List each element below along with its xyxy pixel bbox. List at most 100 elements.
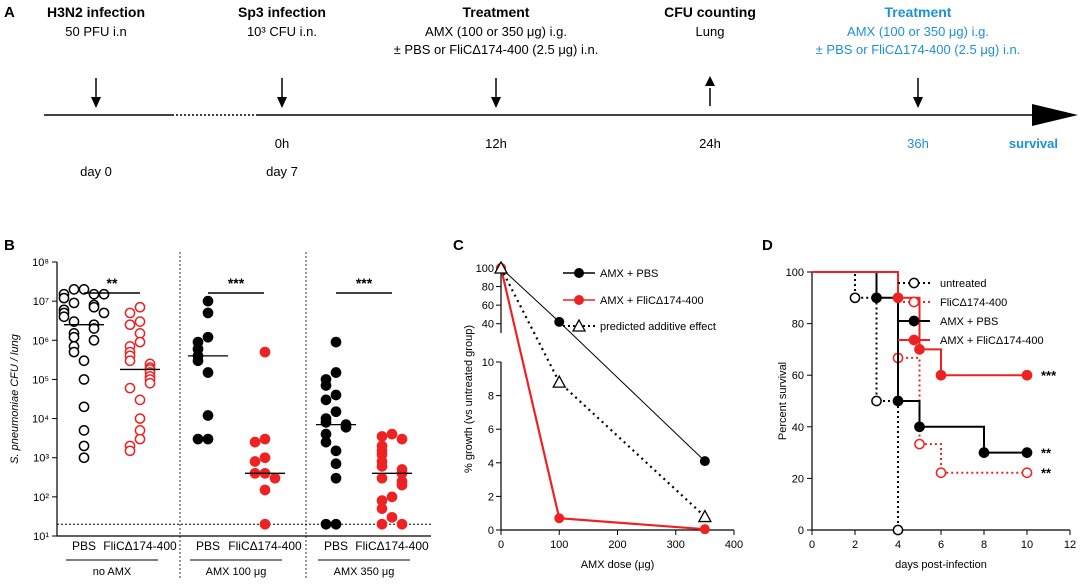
data-point — [259, 452, 271, 464]
y-tick-label: 10³ — [33, 453, 49, 465]
data-point — [978, 447, 990, 458]
data-point — [892, 395, 904, 407]
x-tick-label: 10 — [1021, 539, 1033, 551]
series-line — [500, 267, 706, 518]
data-point — [202, 307, 214, 319]
data-point — [699, 456, 710, 467]
event-detail: AMX (100 or 350 μg) i.g. — [847, 24, 989, 39]
data-point — [124, 319, 136, 331]
y-tick-label: 8 — [488, 391, 494, 403]
significance-label: ** — [1041, 446, 1052, 461]
data-point — [192, 355, 204, 367]
data-point — [1021, 369, 1033, 381]
data-point — [88, 288, 100, 300]
data-point — [58, 292, 70, 304]
x-tick-label: 0 — [498, 539, 504, 551]
y-tick-label: 10⁸ — [32, 257, 49, 269]
y-tick-label: 0 — [798, 525, 804, 537]
y-axis-label: Percent survival — [777, 362, 789, 440]
up-arrow-icon — [705, 76, 715, 86]
event-detail: 10³ CFU i.n. — [247, 24, 317, 39]
data-point — [871, 395, 882, 407]
data-point — [320, 394, 332, 406]
y-tick-label: 20 — [792, 473, 804, 485]
panel-d-survival-chart: D 0 20 40 60 80 100 0 2 4 6 8 10 12 Percent survival da… — [762, 237, 1076, 571]
data-point — [78, 374, 90, 385]
y-tick-label: 4 — [488, 458, 494, 470]
y-tick-label: 60 — [482, 300, 494, 312]
data-point — [134, 413, 146, 424]
data-point — [124, 445, 136, 457]
data-point — [259, 484, 271, 496]
y-tick-label: 10⁷ — [33, 296, 49, 308]
event-time-label: 12h — [485, 136, 507, 151]
data-point — [554, 316, 565, 327]
event-title: H3N2 infection — [47, 4, 145, 20]
event-time-label: 0h — [275, 136, 289, 151]
y-tick-label: 60 — [792, 370, 804, 382]
y-tick-label: 80 — [482, 282, 494, 294]
legend-marker — [908, 277, 920, 289]
data-point — [386, 428, 398, 440]
data-point — [699, 524, 710, 535]
y-tick-label: 80 — [792, 319, 804, 331]
x-tick-label: PBS — [196, 539, 220, 553]
significance-label: *** — [356, 275, 373, 291]
event-detail: ± PBS or FliCΔ174-400 (2.5 μg) i.n. — [394, 42, 599, 57]
panel-letter-b: B — [4, 237, 15, 254]
data-point — [124, 382, 136, 394]
y-tick-label: 0 — [488, 525, 494, 537]
data-point — [68, 316, 80, 327]
significance-label: ** — [1041, 466, 1052, 481]
panel-letter-c: C — [453, 237, 464, 254]
legend-label: AMX + FliCΔ174-400 — [940, 335, 1044, 347]
legend-marker — [574, 268, 584, 278]
event-time-label: 36h — [907, 136, 929, 151]
data-point — [320, 436, 332, 448]
data-point — [376, 431, 388, 442]
data-point — [78, 452, 90, 464]
y-tick-label: 100 — [476, 263, 494, 275]
y-tick-label: 6 — [488, 424, 494, 436]
panel-b-cfu-scatter: B 10¹ 10² 10³ 10⁴ 10⁵ 10⁶ 10⁷ 10⁸ S. pneumoniae C… — [4, 237, 431, 580]
data-point — [871, 292, 882, 304]
data-point — [914, 438, 925, 450]
down-arrow-icon — [91, 97, 101, 108]
data-point — [396, 433, 408, 445]
data-point — [78, 440, 90, 452]
data-point — [249, 456, 261, 467]
data-point — [192, 433, 204, 445]
x-axis-label: days post-infection — [895, 559, 987, 571]
legend-marker — [908, 296, 920, 308]
timeline-arrowhead — [1032, 104, 1078, 126]
down-arrow-icon — [277, 97, 287, 108]
data-point — [330, 518, 342, 530]
data-point — [493, 260, 509, 274]
event-title: Treatment — [463, 4, 530, 20]
data-point — [249, 436, 261, 448]
event-detail: Lung — [696, 24, 725, 39]
x-axis-label: AMX dose (μg) — [581, 559, 655, 571]
data-point — [134, 394, 146, 406]
data-point — [935, 369, 947, 381]
event-time-label: 24h — [699, 136, 721, 151]
x-tick-label: 0 — [809, 539, 815, 551]
data-point — [134, 433, 146, 445]
data-point — [376, 503, 388, 514]
timeline-end-label: survival — [1009, 136, 1058, 151]
legend-label: AMX + FliCΔ174-400 — [600, 295, 704, 307]
data-point — [98, 307, 110, 319]
group-label: AMX 100 μg — [206, 566, 267, 578]
y-tick-label: 10⁵ — [32, 374, 49, 386]
data-point — [330, 445, 342, 457]
legend-label: predicted additive effect — [600, 321, 716, 333]
event-day-label: day 7 — [266, 164, 298, 179]
data-point — [202, 433, 214, 445]
data-point — [259, 433, 271, 445]
data-point — [1021, 447, 1033, 458]
y-tick-label: 10⁶ — [32, 335, 49, 347]
data-point — [144, 377, 156, 389]
x-tick-label: 12 — [1064, 539, 1076, 551]
data-point — [396, 518, 408, 530]
data-point — [124, 355, 136, 367]
